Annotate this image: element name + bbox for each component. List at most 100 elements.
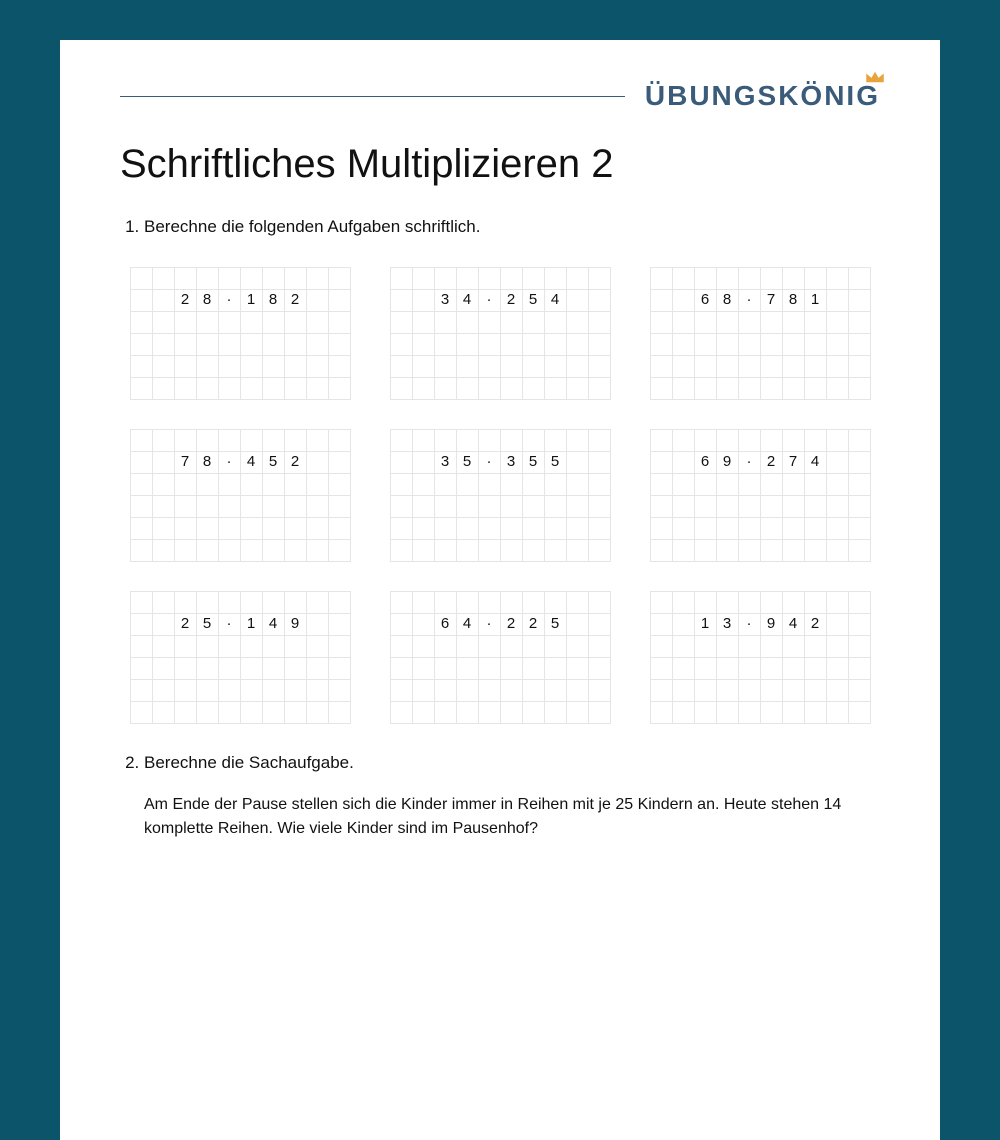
grid-cell: [262, 333, 285, 356]
grid-cell: [152, 429, 175, 452]
grid-cell: [284, 539, 307, 562]
grid-cell: [478, 333, 501, 356]
grid-cell: [328, 377, 351, 400]
grid-cell: [328, 451, 351, 474]
grid-cell: [262, 591, 285, 614]
grid-cell: [804, 333, 827, 356]
grid-cell: [672, 613, 695, 636]
grid-cell: [456, 333, 479, 356]
grid-cell: [500, 679, 523, 702]
grid-cell: 1: [240, 289, 263, 312]
grid-cell: [434, 657, 457, 680]
grid-cell: [738, 539, 761, 562]
grid-cell: [716, 355, 739, 378]
grid-cell: [848, 473, 871, 496]
grid-cell: [848, 679, 871, 702]
brand-logo: ÜBUNGSKÖNIG: [645, 80, 880, 112]
grid-block: 64·225: [390, 591, 610, 723]
grid-cell: [130, 517, 153, 540]
grid-cell: [588, 635, 611, 658]
grid-cell: [328, 517, 351, 540]
grid-cell: [196, 311, 219, 334]
grid-row: 78·45235·35569·274: [120, 429, 880, 561]
task-list: Berechne die folgenden Aufgaben schriftl…: [120, 217, 880, 237]
grid-cell: [544, 311, 567, 334]
grid-cell: 2: [174, 613, 197, 636]
grid-cell: [196, 377, 219, 400]
grid-cell: [694, 377, 717, 400]
grid-cell: [306, 657, 329, 680]
grid-cell: [478, 701, 501, 724]
grid-cell: [130, 355, 153, 378]
grid-cell: [434, 495, 457, 518]
grid-cell: [544, 333, 567, 356]
grid-cell: [566, 333, 589, 356]
grid-cell: 6: [694, 451, 717, 474]
grid-cell: 5: [522, 289, 545, 312]
grid-cell: [262, 429, 285, 452]
grid-cell: [716, 701, 739, 724]
grid-cell: 7: [782, 451, 805, 474]
grid-cell: [306, 377, 329, 400]
grid-cell: [566, 451, 589, 474]
grid-cell: [130, 679, 153, 702]
grid-cell: [522, 377, 545, 400]
grid-cell: ·: [738, 451, 761, 474]
grid-cell: [804, 473, 827, 496]
grid-cell: 3: [716, 613, 739, 636]
grid-cell: ·: [738, 613, 761, 636]
grid-cell: [500, 429, 523, 452]
grid-cell: [650, 679, 673, 702]
grid-cell: [566, 267, 589, 290]
grid-cell: 4: [544, 289, 567, 312]
grid-cell: 2: [522, 613, 545, 636]
grid-cell: [306, 517, 329, 540]
grid-cell: [284, 429, 307, 452]
grid-cell: 5: [522, 451, 545, 474]
grid-cell: [588, 701, 611, 724]
grid-cell: [826, 355, 849, 378]
grid-cell: 5: [456, 451, 479, 474]
grid-cell: [152, 539, 175, 562]
grid-cell: [848, 451, 871, 474]
grid-cell: [152, 679, 175, 702]
grid-cell: [782, 701, 805, 724]
grid-cell: [478, 355, 501, 378]
grid-cell: [588, 333, 611, 356]
grid-cell: [284, 267, 307, 290]
grid-cell: [152, 267, 175, 290]
grid-cell: [650, 355, 673, 378]
grid-cell: [522, 473, 545, 496]
grid-cell: [130, 429, 153, 452]
grid-cell: [848, 539, 871, 562]
grid-cell: [306, 267, 329, 290]
grid-cell: [500, 311, 523, 334]
grid-cell: [478, 517, 501, 540]
grid-cell: [522, 429, 545, 452]
grid-cell: [306, 473, 329, 496]
grid-cell: [650, 333, 673, 356]
grid-cell: [672, 377, 695, 400]
grid-cell: 4: [782, 613, 805, 636]
grid-cell: 4: [804, 451, 827, 474]
grid-cell: [588, 267, 611, 290]
grid-cell: [522, 495, 545, 518]
grid-cell: [782, 311, 805, 334]
grid-cell: 1: [240, 613, 263, 636]
grid-cell: [848, 311, 871, 334]
grid-cell: [566, 701, 589, 724]
grid-cell: [434, 517, 457, 540]
grid-cell: [240, 333, 263, 356]
grid-cell: [566, 635, 589, 658]
grid-cell: [760, 657, 783, 680]
grid-cell: [760, 355, 783, 378]
grid-cell: [782, 333, 805, 356]
grid-cell: [760, 495, 783, 518]
grid-cell: [218, 333, 241, 356]
grid-cell: [434, 539, 457, 562]
grid-cell: [738, 591, 761, 614]
grid-cell: [218, 495, 241, 518]
grid-cell: [738, 701, 761, 724]
grid-cell: [826, 539, 849, 562]
grid-cell: [390, 267, 413, 290]
